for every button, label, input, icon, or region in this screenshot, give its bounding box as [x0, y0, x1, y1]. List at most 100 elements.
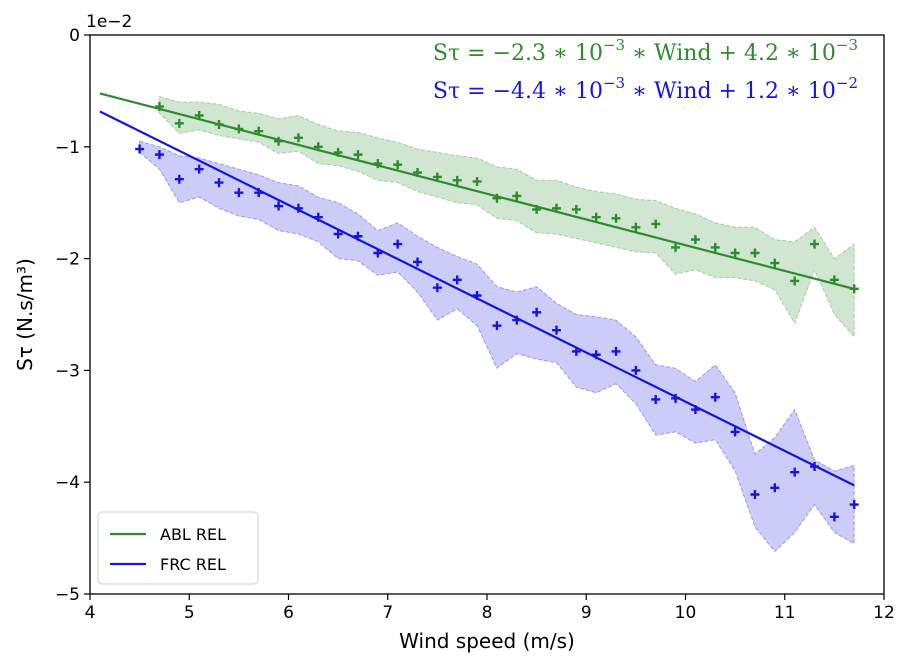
- point-series-0: [750, 248, 760, 258]
- point-series-0: [810, 239, 820, 249]
- y-tick-label: −3: [55, 361, 80, 381]
- point-series-0: [829, 275, 839, 285]
- point-series-1: [611, 346, 621, 356]
- point-series-1: [373, 248, 383, 258]
- point-series-0: [591, 212, 601, 222]
- y-tick-label: −5: [55, 585, 80, 605]
- legend-label: ABL REL: [160, 525, 226, 544]
- point-series-1: [214, 178, 224, 188]
- point-series-1: [293, 203, 303, 213]
- y-tick-label: −4: [55, 473, 80, 493]
- point-series-1: [512, 315, 522, 325]
- point-series-0: [631, 222, 641, 232]
- point-series-1: [154, 150, 164, 160]
- x-axis-ticks: 4 5 6 7 8 9 10 11 12: [85, 594, 895, 623]
- x-tick-label: 7: [382, 603, 393, 623]
- point-series-1: [333, 229, 343, 239]
- point-series-1: [174, 174, 184, 184]
- point-series-1: [631, 365, 641, 375]
- x-tick-label: 5: [184, 603, 195, 623]
- point-series-1: [829, 512, 839, 522]
- x-tick-label: 4: [85, 603, 96, 623]
- point-series-0: [492, 193, 502, 203]
- point-series-1: [194, 164, 204, 174]
- x-tick-label: 10: [675, 603, 697, 623]
- point-series-0: [214, 119, 224, 129]
- point-series-0: [651, 219, 661, 229]
- point-series-0: [551, 203, 561, 213]
- point-series-1: [432, 283, 442, 293]
- point-series-1: [810, 462, 820, 472]
- point-series-0: [849, 284, 859, 294]
- point-series-1: [571, 346, 581, 356]
- point-series-0: [730, 248, 740, 258]
- point-series-0: [194, 110, 204, 120]
- fit-equations: Sτ = −2.3 ∗ 10−3 ∗ Wind + 4.2 ∗ 10−3 Sτ =…: [433, 36, 858, 104]
- point-series-1: [532, 307, 542, 317]
- point-series-0: [512, 191, 522, 201]
- legend: ABL REL FRC REL: [97, 511, 259, 585]
- point-series-0: [532, 204, 542, 214]
- x-axis-title: Wind speed (m/s): [399, 629, 575, 653]
- point-series-0: [274, 136, 284, 146]
- point-series-1: [770, 483, 780, 493]
- point-series-0: [373, 159, 383, 169]
- point-series-1: [591, 350, 601, 360]
- confidence-bands: [139, 95, 855, 553]
- point-series-1: [551, 325, 561, 335]
- point-series-0: [432, 172, 442, 182]
- equation-series-0: Sτ = −2.3 ∗ 10−3 ∗ Wind + 4.2 ∗ 10−3: [433, 36, 858, 66]
- legend-box: [97, 511, 259, 585]
- point-series-0: [413, 168, 423, 178]
- point-series-1: [452, 275, 462, 285]
- point-series-1: [690, 405, 700, 415]
- point-series-0: [452, 175, 462, 185]
- band-series-1: [139, 140, 855, 553]
- point-series-0: [770, 258, 780, 268]
- point-series-1: [849, 500, 859, 510]
- point-series-0: [353, 150, 363, 160]
- y-tick-label: −2: [55, 250, 80, 270]
- x-tick-label: 8: [482, 603, 493, 623]
- point-series-1: [254, 188, 264, 198]
- point-series-0: [174, 118, 184, 128]
- point-series-0: [571, 204, 581, 214]
- point-series-0: [293, 133, 303, 143]
- x-tick-label: 12: [873, 603, 895, 623]
- point-series-0: [154, 102, 164, 112]
- point-series-1: [492, 321, 502, 331]
- point-series-0: [393, 160, 403, 170]
- point-series-0: [234, 124, 244, 134]
- data-points: [135, 102, 859, 522]
- y-tick-label: 0: [69, 26, 80, 46]
- equation-series-1: Sτ = −4.4 ∗ 10−3 ∗ Wind + 1.2 ∗ 10−2: [433, 74, 858, 104]
- x-tick-label: 11: [774, 603, 796, 623]
- y-axis-multiplier: 1e−2: [86, 12, 132, 32]
- point-series-1: [472, 290, 482, 300]
- y-axis-ticks: 0 −1 −2 −3 −4 −5: [55, 26, 90, 605]
- point-series-0: [671, 242, 681, 252]
- x-tick-label: 9: [581, 603, 592, 623]
- point-series-0: [472, 176, 482, 186]
- point-series-1: [790, 467, 800, 477]
- point-series-1: [135, 144, 145, 154]
- point-series-0: [790, 276, 800, 286]
- y-tick-label: −1: [55, 138, 80, 158]
- point-series-1: [313, 212, 323, 222]
- point-series-0: [333, 147, 343, 157]
- point-series-0: [254, 126, 264, 136]
- point-series-1: [710, 392, 720, 402]
- x-tick-label: 6: [283, 603, 294, 623]
- point-series-1: [730, 427, 740, 437]
- point-series-0: [690, 235, 700, 245]
- point-series-1: [353, 231, 363, 241]
- point-series-1: [413, 257, 423, 267]
- fit-line-series-0: [99, 92, 855, 290]
- point-series-1: [274, 201, 284, 211]
- y-axis-title: Sτ (N.s/m³): [13, 258, 37, 371]
- point-series-0: [611, 213, 621, 223]
- point-series-1: [393, 239, 403, 249]
- legend-label: FRC REL: [160, 555, 226, 574]
- point-series-1: [750, 489, 760, 499]
